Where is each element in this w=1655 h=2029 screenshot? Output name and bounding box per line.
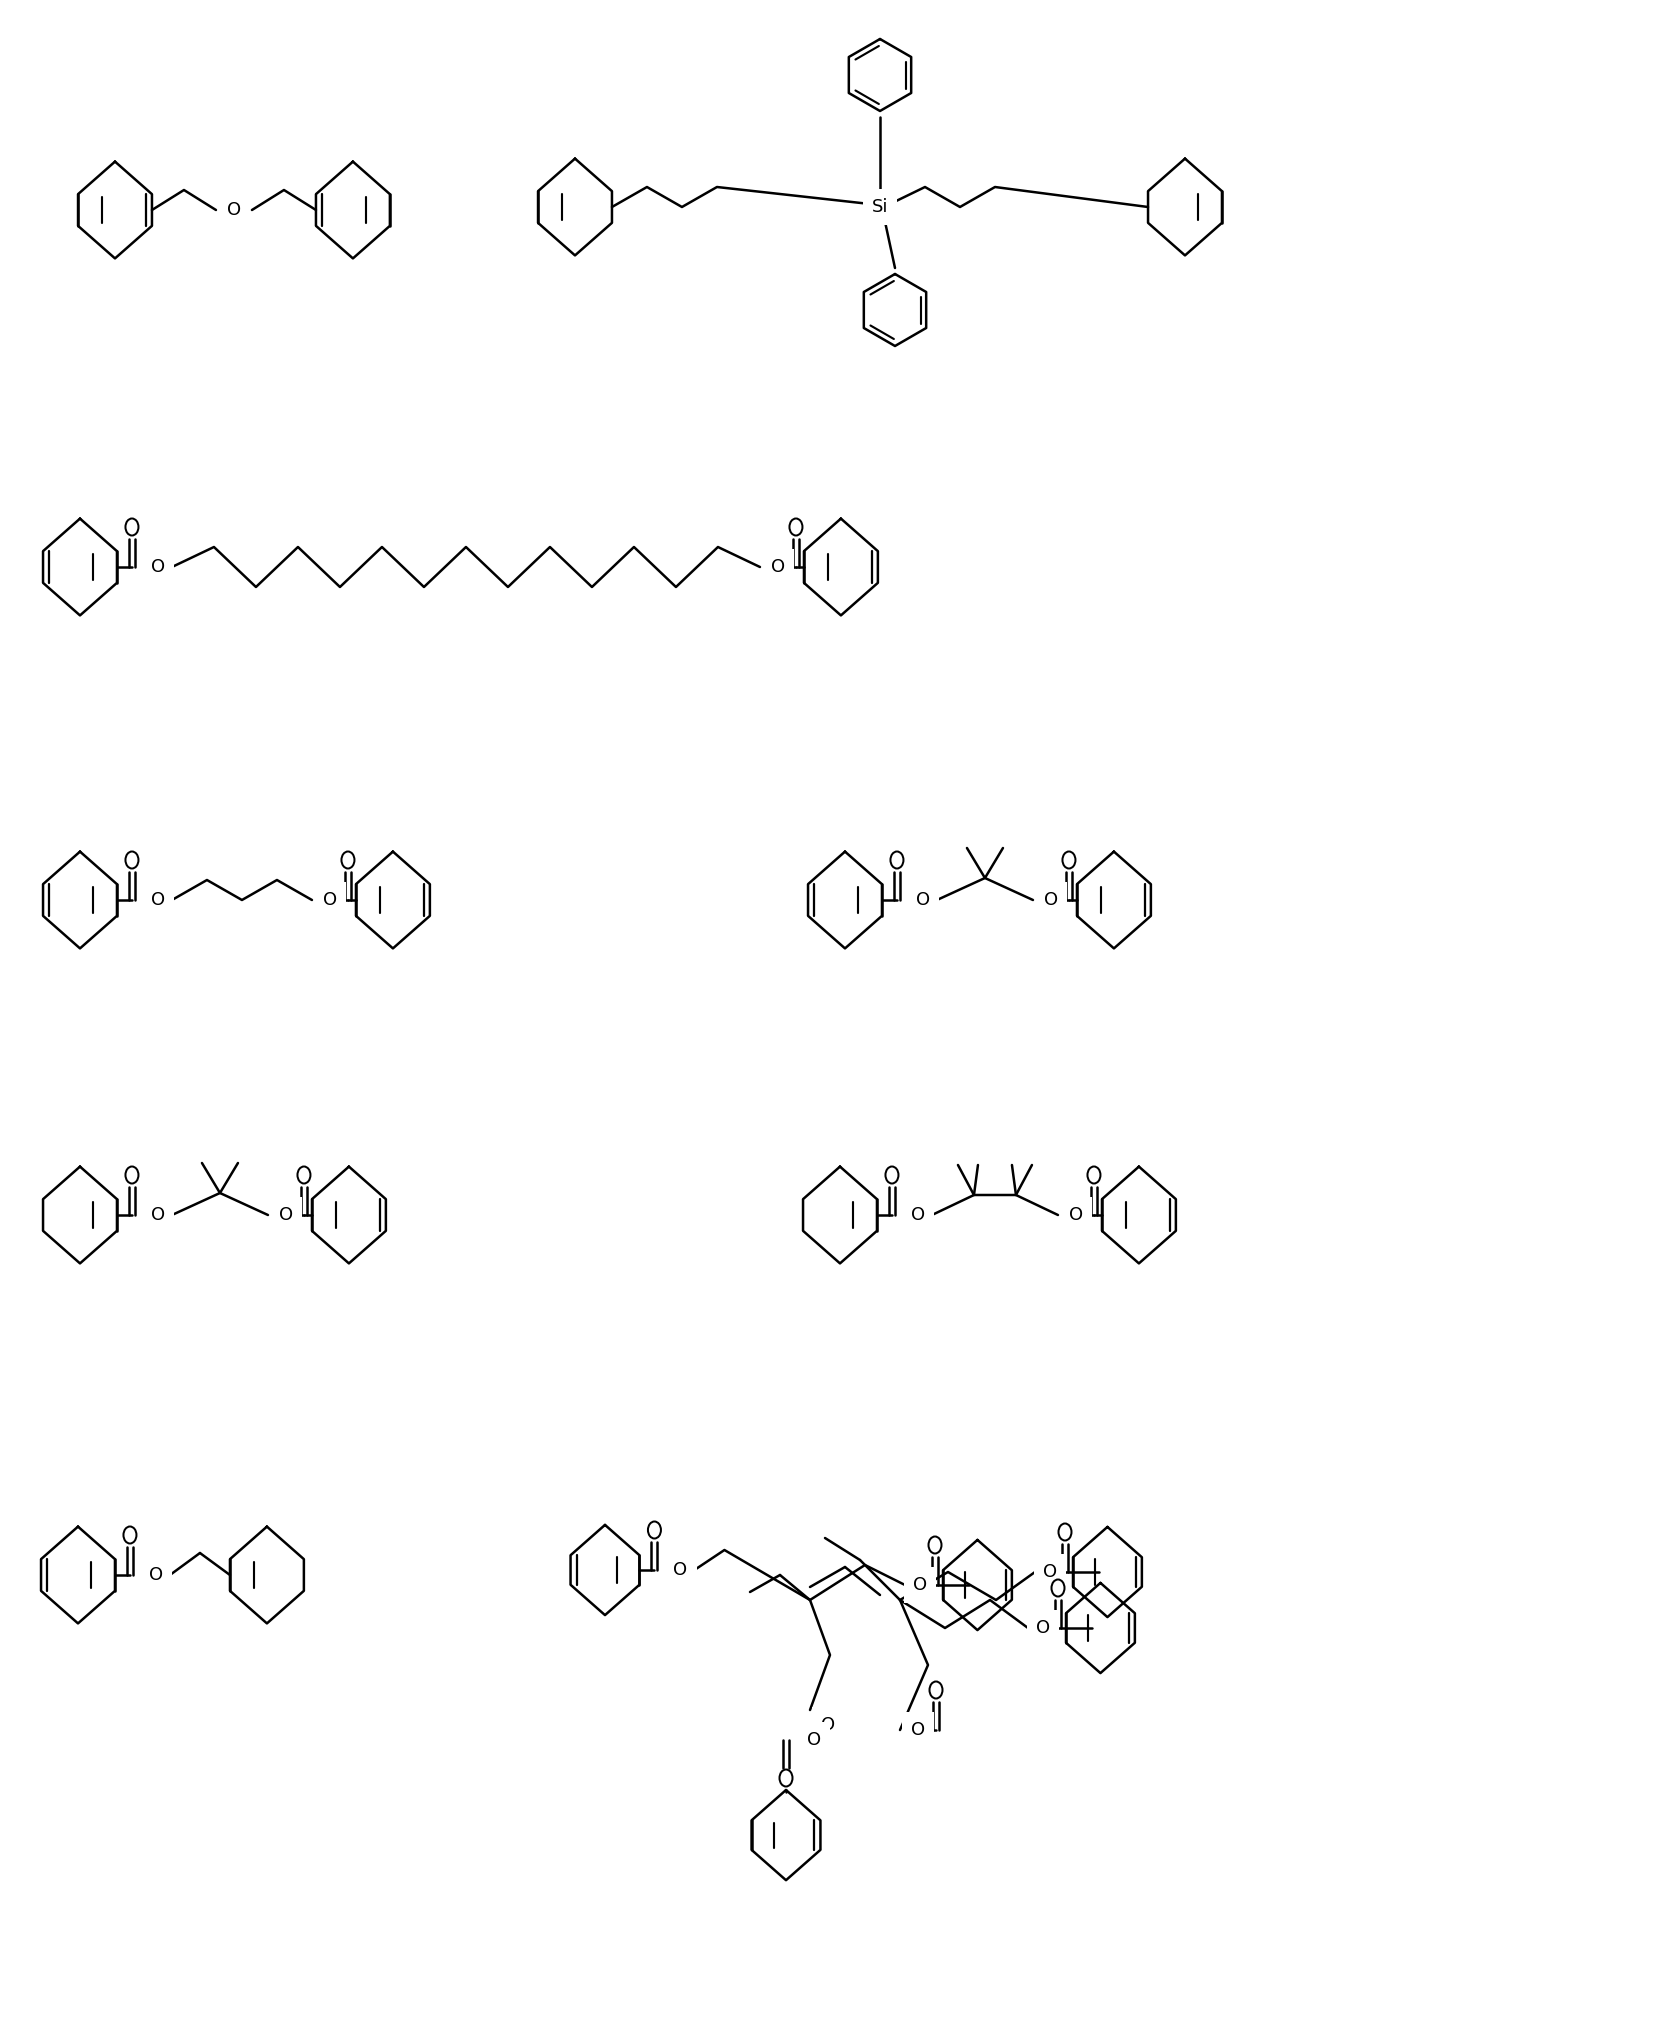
Ellipse shape: [1087, 1167, 1101, 1183]
Text: O: O: [806, 1731, 821, 1749]
Text: O: O: [278, 1205, 293, 1223]
Ellipse shape: [126, 852, 139, 868]
Text: O: O: [910, 1205, 925, 1223]
Ellipse shape: [1058, 1524, 1071, 1540]
Ellipse shape: [1051, 1579, 1064, 1597]
Ellipse shape: [126, 1167, 139, 1183]
Text: O: O: [151, 1205, 166, 1223]
Text: O: O: [915, 891, 930, 909]
Text: O: O: [912, 1577, 927, 1595]
Ellipse shape: [890, 852, 904, 868]
Ellipse shape: [780, 1769, 793, 1786]
Text: O: O: [1043, 1562, 1056, 1581]
Ellipse shape: [647, 1522, 660, 1538]
Text: O: O: [1036, 1619, 1049, 1637]
Text: O: O: [1067, 1205, 1082, 1223]
Ellipse shape: [126, 519, 139, 536]
Text: O: O: [323, 891, 338, 909]
Text: O: O: [1043, 891, 1058, 909]
Ellipse shape: [298, 1167, 309, 1183]
Ellipse shape: [928, 1682, 942, 1698]
Text: O: O: [674, 1560, 687, 1579]
Text: Si: Si: [871, 199, 887, 215]
Ellipse shape: [789, 519, 803, 536]
Text: O: O: [821, 1717, 834, 1735]
Text: O: O: [910, 1721, 925, 1739]
Text: O: O: [227, 201, 242, 219]
Ellipse shape: [341, 852, 354, 868]
Text: O: O: [151, 558, 166, 576]
Ellipse shape: [928, 1536, 942, 1554]
Text: O: O: [771, 558, 784, 576]
Ellipse shape: [124, 1526, 136, 1544]
Ellipse shape: [885, 1167, 899, 1183]
Text: O: O: [149, 1566, 162, 1585]
Text: O: O: [151, 891, 166, 909]
Ellipse shape: [1063, 852, 1074, 868]
